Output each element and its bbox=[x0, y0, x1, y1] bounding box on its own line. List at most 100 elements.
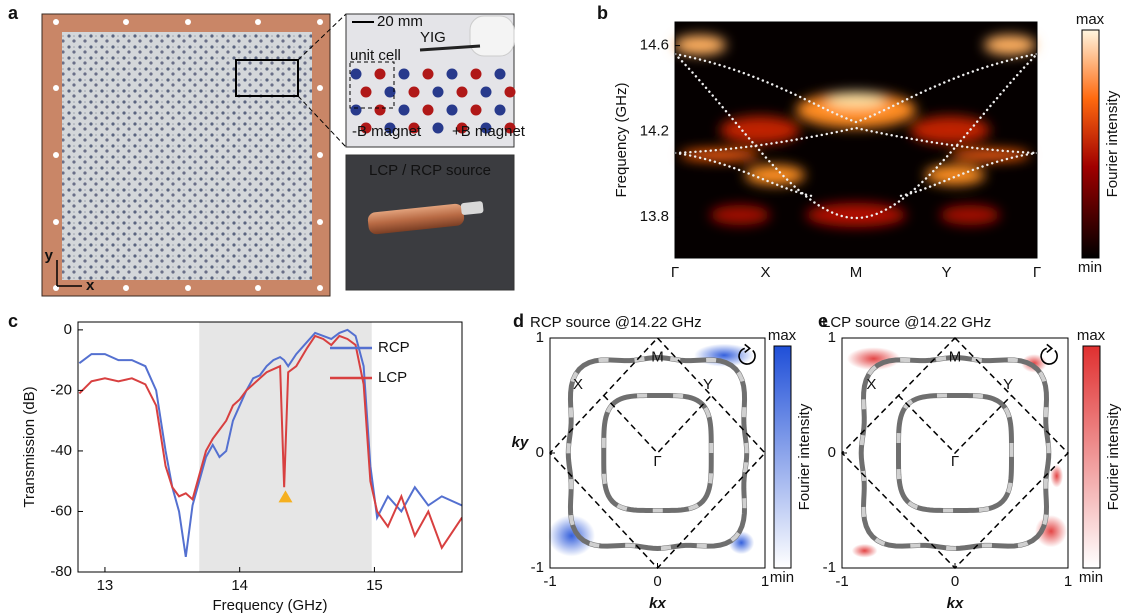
magnet bbox=[399, 105, 410, 116]
x-tick-label: -1 bbox=[543, 573, 556, 590]
screw-hole bbox=[53, 85, 59, 91]
magnet bbox=[495, 105, 506, 116]
x-tick-label: X bbox=[760, 264, 770, 281]
x-tick-label: -1 bbox=[835, 573, 848, 590]
symmetry-point: M bbox=[949, 349, 962, 366]
y-tick-label: -1 bbox=[531, 559, 544, 576]
colorbar-min: min bbox=[1079, 569, 1103, 586]
colorbar bbox=[1082, 30, 1099, 258]
y-axis-label: Transmission (dB) bbox=[21, 386, 38, 507]
figure: ayx20 mmYIGunit cell-B magnet+B magnetLC… bbox=[0, 0, 1129, 616]
magnet bbox=[471, 69, 482, 80]
y-tick-label: 13.8 bbox=[640, 208, 669, 225]
symmetry-point: Y bbox=[1003, 376, 1013, 393]
magnet bbox=[447, 69, 458, 80]
colorbar-max: max bbox=[1077, 327, 1106, 344]
inset-label: -B magnet bbox=[352, 123, 422, 140]
axis-label: x bbox=[86, 277, 95, 294]
screw-hole bbox=[185, 285, 191, 291]
magnet bbox=[481, 87, 492, 98]
x-tick-label: Y bbox=[941, 264, 951, 281]
screw-hole bbox=[317, 19, 323, 25]
colorbar bbox=[774, 346, 791, 568]
heat-blob bbox=[925, 165, 985, 185]
magnet bbox=[447, 105, 458, 116]
magnet bbox=[361, 87, 372, 98]
symmetry-point: X bbox=[573, 376, 583, 393]
heat-blob bbox=[680, 149, 760, 161]
y-axis-label: Frequency (GHz) bbox=[613, 82, 630, 197]
colorbar-min: min bbox=[770, 569, 794, 586]
heat-blob bbox=[826, 92, 886, 108]
magnet bbox=[471, 105, 482, 116]
panel-letter: a bbox=[8, 3, 19, 23]
magnet bbox=[423, 105, 434, 116]
x-tick-label: 13 bbox=[97, 577, 114, 594]
panel-letter: b bbox=[597, 3, 608, 23]
x-tick-label: 14 bbox=[231, 577, 248, 594]
heat-blob bbox=[710, 205, 770, 225]
magnet bbox=[433, 123, 444, 134]
x-tick-label: 15 bbox=[366, 577, 383, 594]
lattice bbox=[62, 32, 312, 280]
panel-letter: e bbox=[818, 311, 828, 331]
colorbar-label: Fourier intensity bbox=[1105, 403, 1122, 510]
x-tick-label: 0 bbox=[653, 573, 661, 590]
axis-label: y bbox=[45, 247, 54, 264]
symmetry-point: Γ bbox=[653, 453, 661, 470]
caption: LCP / RCP source bbox=[369, 162, 491, 179]
y-axis-label: ky bbox=[512, 434, 529, 451]
inset-label: YIG bbox=[420, 29, 446, 46]
screw-hole bbox=[185, 19, 191, 25]
legend-label: LCP bbox=[378, 369, 407, 386]
screw-hole bbox=[123, 19, 129, 25]
screw-hole bbox=[255, 19, 261, 25]
y-tick-label: 0 bbox=[64, 321, 72, 338]
heat-blob bbox=[984, 35, 1036, 55]
y-tick-label: -1 bbox=[823, 559, 836, 576]
intensity-blob bbox=[1050, 465, 1063, 488]
y-tick-label: -40 bbox=[50, 442, 72, 459]
y-tick-label: 14.2 bbox=[640, 122, 669, 139]
magnet bbox=[457, 87, 468, 98]
screw-hole bbox=[53, 219, 59, 225]
screw-hole bbox=[317, 85, 323, 91]
magnet bbox=[375, 105, 386, 116]
magnet bbox=[375, 69, 386, 80]
x-axis-label: kx bbox=[947, 595, 964, 612]
panel-letter: d bbox=[513, 311, 524, 331]
x-tick-label: Γ bbox=[671, 264, 679, 281]
symmetry-point: X bbox=[866, 376, 876, 393]
colorbar-min: min bbox=[1078, 259, 1102, 276]
x-tick-label: 1 bbox=[761, 573, 769, 590]
magnet bbox=[433, 87, 444, 98]
y-tick-label: 0 bbox=[828, 444, 836, 461]
x-tick-label: M bbox=[850, 264, 863, 281]
x-tick-label: 0 bbox=[951, 573, 959, 590]
y-tick-label: -80 bbox=[50, 563, 72, 580]
colorbar bbox=[1083, 346, 1100, 568]
magnet bbox=[351, 105, 362, 116]
magnet bbox=[399, 69, 410, 80]
x-tick-label: 1 bbox=[1064, 573, 1072, 590]
screw-hole bbox=[317, 285, 323, 291]
screw-hole bbox=[317, 219, 323, 225]
panel-letter: c bbox=[8, 311, 18, 331]
y-tick-label: 1 bbox=[828, 329, 836, 346]
inset-label: +B magnet bbox=[452, 123, 526, 140]
panel-title: RCP source @14.22 GHz bbox=[530, 314, 702, 331]
screw-hole bbox=[53, 19, 59, 25]
magnet bbox=[351, 69, 362, 80]
symmetry-point: Γ bbox=[951, 453, 959, 470]
heat-blob bbox=[674, 35, 726, 55]
colorbar-label: Fourier intensity bbox=[1104, 90, 1121, 197]
y-tick-label: -20 bbox=[50, 381, 72, 398]
screw-hole bbox=[317, 152, 323, 158]
y-tick-label: 14.6 bbox=[640, 37, 669, 54]
colorbar-max: max bbox=[1076, 11, 1105, 28]
legend-label: RCP bbox=[378, 339, 410, 356]
screw-hole bbox=[123, 285, 129, 291]
magnet bbox=[423, 69, 434, 80]
colorbar-max: max bbox=[768, 327, 797, 344]
hand bbox=[470, 16, 514, 56]
